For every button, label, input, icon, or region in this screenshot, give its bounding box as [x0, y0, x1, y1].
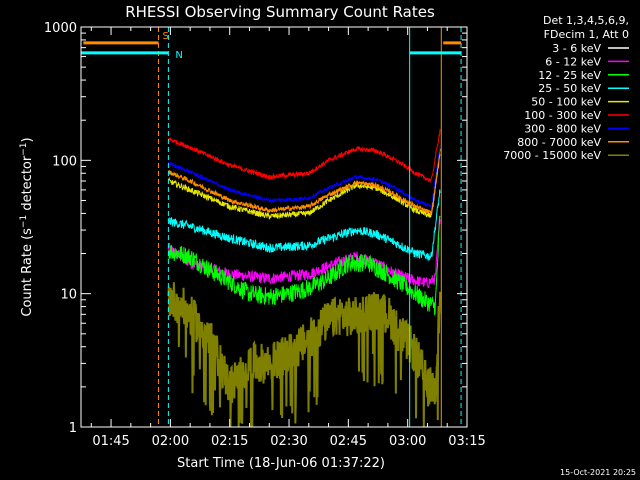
- legend-label: 800 - 7000 keV: [517, 136, 601, 149]
- y-axis-label: Count Rate (s−1 detector−1): [19, 137, 35, 316]
- legend-label: 3 - 6 keV: [552, 42, 601, 55]
- y-axis-label-sup1: −1: [19, 215, 29, 228]
- x-tick-label: 02:15: [211, 434, 248, 449]
- series-line: [167, 282, 442, 428]
- y-axis-label-end: ): [20, 137, 35, 142]
- footer-timestamp: 15-Oct-2021 20:25: [560, 468, 636, 477]
- y-axis: 1 10 100 1000: [44, 21, 467, 436]
- y-axis-label-sup2: −1: [19, 142, 29, 155]
- series-line: [167, 148, 441, 220]
- legend-header-line1: Det 1,3,4,5,6,9,: [543, 14, 629, 27]
- legend-label: 12 - 25 keV: [538, 69, 601, 82]
- legend-label: 6 - 12 keV: [545, 55, 601, 68]
- legend-label: 300 - 800 keV: [524, 122, 601, 135]
- x-axis-label: Start Time (18-Jun-06 01:37:22): [177, 456, 385, 471]
- y-tick-label: 1000: [44, 21, 77, 36]
- series-line: [167, 144, 441, 210]
- x-axis: 01:45 02:00 02:15 02:30 02:45 03:00 03:15: [90, 27, 486, 449]
- x-tick-label: 02:45: [330, 434, 367, 449]
- legend-label: 7000 - 15000 keV: [503, 149, 601, 162]
- saa-label: N: [175, 50, 182, 61]
- y-tick-label: 10: [60, 288, 77, 303]
- series-line: [167, 153, 441, 216]
- series-line: [168, 215, 441, 316]
- x-tick-label: 01:45: [92, 434, 129, 449]
- y-tick-label: 100: [52, 154, 77, 169]
- series-line: [167, 128, 441, 184]
- plot-frame: [80, 26, 468, 428]
- y-tick-label: 1: [69, 421, 77, 436]
- series-line: [168, 189, 441, 262]
- x-tick-label: 02:30: [270, 434, 307, 449]
- legend-header-line2: FDecim 1, Att 0: [544, 28, 629, 41]
- x-tick-label: 02:00: [152, 434, 189, 449]
- x-tick-label: 03:00: [389, 434, 426, 449]
- legend-label: 50 - 100 keV: [531, 96, 601, 109]
- y-axis-label-main: Count Rate (s: [20, 228, 35, 317]
- legend: Det 1,3,4,5,6,9, FDecim 1, Att 0 3 - 6 k…: [503, 14, 629, 162]
- legend-label: 100 - 300 keV: [524, 109, 601, 122]
- chart-title: RHESSI Observing Summary Count Rates: [125, 3, 435, 21]
- legend-label: 25 - 50 keV: [538, 82, 601, 95]
- night_shade-label: S: [163, 31, 169, 42]
- x-tick-label: 03:15: [448, 434, 485, 449]
- y-axis-label-mid: detector: [20, 155, 35, 215]
